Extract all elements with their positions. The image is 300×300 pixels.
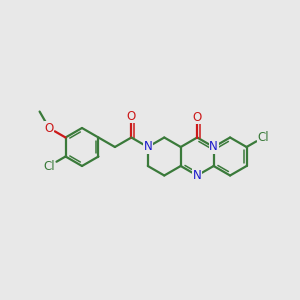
Text: N: N <box>193 169 202 182</box>
Text: Cl: Cl <box>43 160 55 172</box>
Text: Cl: Cl <box>257 131 269 144</box>
Text: O: O <box>193 111 202 124</box>
Text: O: O <box>44 122 54 134</box>
Text: N: N <box>209 140 218 154</box>
Text: O: O <box>127 110 136 123</box>
Text: N: N <box>143 140 152 154</box>
